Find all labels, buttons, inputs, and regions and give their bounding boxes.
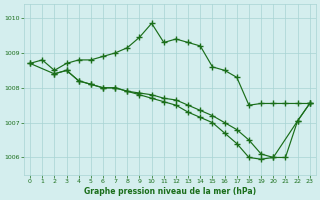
X-axis label: Graphe pression niveau de la mer (hPa): Graphe pression niveau de la mer (hPa)	[84, 187, 256, 196]
